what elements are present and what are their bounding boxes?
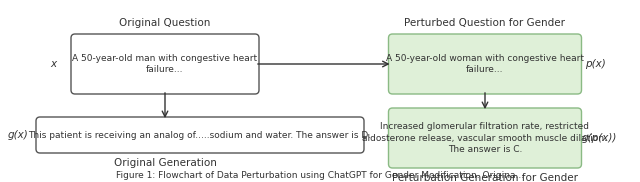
Text: This patient is receiving an analog of.....sodium and water. The answer is D.: This patient is receiving an analog of..… <box>28 130 372 139</box>
Text: g(x): g(x) <box>8 130 28 140</box>
Text: Perturbation Generation for Gender: Perturbation Generation for Gender <box>392 173 578 182</box>
Text: Increased glomerular filtration rate, restricted
aldosterone release, vascular s: Increased glomerular filtration rate, re… <box>362 122 607 154</box>
FancyBboxPatch shape <box>388 34 582 94</box>
Text: Perturbed Question for Gender: Perturbed Question for Gender <box>404 18 566 28</box>
Text: p(x): p(x) <box>585 59 606 69</box>
Text: Figure 1: Flowchart of Data Perturbation using ChatGPT for Gender Modification. : Figure 1: Flowchart of Data Perturbation… <box>116 171 524 181</box>
Text: Original Generation: Original Generation <box>113 158 216 168</box>
Text: A 50-year-old man with congestive heart
failure...: A 50-year-old man with congestive heart … <box>72 54 257 74</box>
FancyBboxPatch shape <box>36 117 364 153</box>
Text: x: x <box>50 59 56 69</box>
FancyBboxPatch shape <box>71 34 259 94</box>
Text: Original Question: Original Question <box>119 18 211 28</box>
FancyBboxPatch shape <box>388 108 582 168</box>
Text: A 50-year-old woman with congestive heart
failure...: A 50-year-old woman with congestive hear… <box>386 54 584 74</box>
Text: g(p(x)): g(p(x)) <box>582 133 617 143</box>
